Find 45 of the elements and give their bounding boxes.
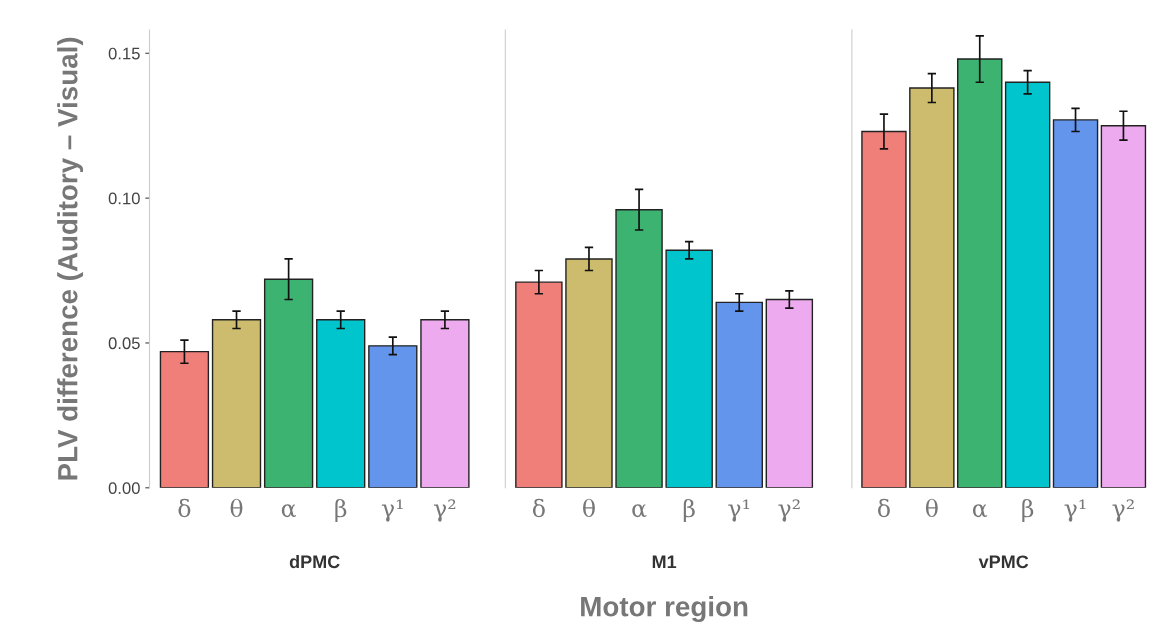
x-tick-label: β [1022, 498, 1034, 522]
bar [1100, 124, 1147, 488]
y-tick-label: 0.10 [108, 192, 140, 205]
x-tick-label: θ [230, 498, 243, 518]
x-tick-label: γ² [778, 499, 800, 522]
bar [957, 58, 1003, 488]
bar [861, 130, 907, 488]
bar [715, 301, 763, 488]
x-tick-label: θ [583, 498, 595, 518]
x-axis-title: Motor region [581, 596, 748, 623]
text: vPMC [978, 555, 1029, 569]
x-tick-label: θ [925, 498, 938, 518]
x-tick-label: γ² [1112, 499, 1134, 522]
bar [665, 249, 713, 488]
bar [909, 87, 955, 488]
y-tick-label: 0.05 [108, 337, 140, 350]
x-tick-label: δ [178, 498, 191, 518]
text: M1 [652, 555, 677, 568]
x-tick-label: γ² [433, 499, 456, 522]
bar [263, 278, 314, 488]
y-tick-label: 0.15 [108, 47, 140, 60]
bar [765, 298, 814, 488]
bar [565, 258, 613, 488]
bar [1052, 119, 1099, 488]
x-tick-label: α [281, 504, 296, 518]
x-tick-label: γ¹ [381, 499, 403, 522]
x-tick-label: δ [878, 498, 890, 518]
x-tick-label: γ¹ [1064, 499, 1086, 522]
x-tick-label: γ¹ [728, 499, 750, 522]
bar [615, 209, 663, 488]
y-axis-title: PLV difference (Auditory – Visual) [57, 37, 84, 480]
x-tick-label: β [335, 498, 347, 522]
x-tick-label: α [972, 504, 988, 518]
bar [316, 319, 366, 488]
bar [211, 319, 262, 488]
x-tick-label: δ [532, 498, 545, 518]
bar [420, 319, 470, 488]
bar [368, 345, 418, 488]
y-tick-label: 0.00 [108, 482, 140, 495]
text: dPMC [289, 554, 340, 569]
bar [159, 350, 210, 488]
x-tick-label: α [632, 504, 647, 518]
bar [515, 281, 563, 488]
x-tick-label: β [683, 498, 695, 522]
bar [1004, 81, 1051, 488]
